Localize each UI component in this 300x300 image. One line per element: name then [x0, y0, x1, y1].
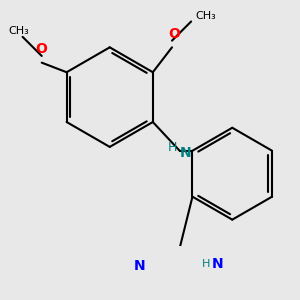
Text: CH₃: CH₃: [195, 11, 216, 21]
Text: H: H: [202, 259, 211, 269]
Text: N: N: [134, 259, 146, 273]
Text: N: N: [212, 257, 224, 271]
Text: N: N: [180, 146, 192, 160]
Text: O: O: [35, 42, 47, 56]
Text: O: O: [168, 27, 180, 40]
Text: H: H: [168, 141, 177, 154]
Text: CH₃: CH₃: [8, 26, 29, 36]
